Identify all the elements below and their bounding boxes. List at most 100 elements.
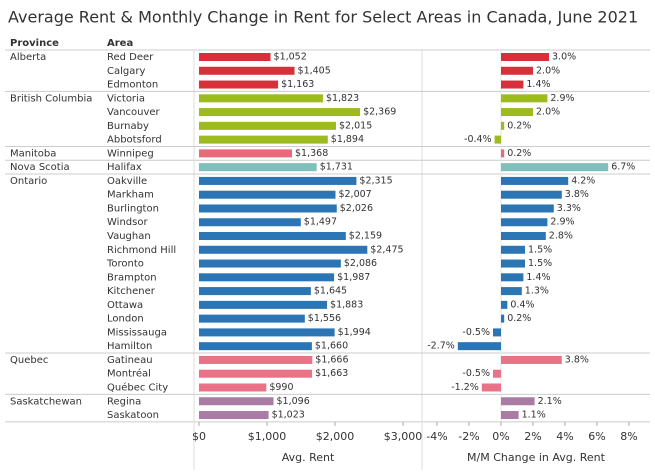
bar xyxy=(199,53,271,61)
value-label: $1,368 xyxy=(295,148,328,159)
bar xyxy=(199,328,335,337)
x-tick-label: 4% xyxy=(556,430,573,443)
bar xyxy=(501,94,548,103)
value-label: 2.9% xyxy=(550,93,574,104)
value-label: $990 xyxy=(269,382,293,393)
category-label: Calgary xyxy=(107,66,145,77)
bar xyxy=(199,355,313,364)
value-label: 0.2% xyxy=(507,148,531,159)
value-label: 2.9% xyxy=(550,217,574,228)
value-label: 0.2% xyxy=(507,120,531,131)
value-label: -0.4% xyxy=(464,134,492,145)
bar xyxy=(199,94,323,103)
bar xyxy=(199,397,274,406)
province-label: Saskatchewan xyxy=(10,396,82,407)
bar xyxy=(501,355,562,364)
bar xyxy=(501,259,525,268)
bar xyxy=(199,300,328,309)
x-tick-label: $2,000 xyxy=(316,430,355,443)
category-label: Burnaby xyxy=(107,121,149,132)
bar xyxy=(199,314,305,323)
bar xyxy=(199,218,301,227)
bar xyxy=(199,369,313,378)
value-label: -0.5% xyxy=(462,368,490,379)
x-tick-label: -4% xyxy=(426,430,447,443)
province-label: Quebec xyxy=(10,355,48,366)
x-tick-label: $3,000 xyxy=(384,430,423,443)
value-label: 0.2% xyxy=(507,313,531,324)
category-label: Gatineau xyxy=(107,355,153,366)
value-label: $1,883 xyxy=(330,299,363,310)
category-label: Regina xyxy=(107,396,141,407)
bar xyxy=(501,204,554,213)
category-label: Saskatoon xyxy=(107,410,159,421)
value-label: $1,663 xyxy=(315,368,348,379)
value-label: $2,015 xyxy=(339,120,372,131)
bar xyxy=(199,273,335,282)
value-label: $1,994 xyxy=(338,327,371,338)
bar xyxy=(501,273,524,282)
bar xyxy=(199,383,267,392)
category-label: Mississauga xyxy=(107,327,167,338)
value-label: 1.5% xyxy=(528,258,552,269)
bar xyxy=(501,108,533,117)
bar xyxy=(457,342,501,351)
bar xyxy=(199,245,368,254)
province-label: Manitoba xyxy=(10,148,56,159)
category-label: Markham xyxy=(107,190,154,201)
value-label: $2,315 xyxy=(359,175,392,186)
category-label: Victoria xyxy=(107,93,145,104)
value-label: 1.3% xyxy=(525,286,549,297)
value-label: $1,894 xyxy=(331,134,364,145)
bar xyxy=(501,66,533,75)
category-label: Abbotsford xyxy=(107,135,162,146)
bar xyxy=(501,218,548,227)
province-label: Ontario xyxy=(10,176,47,187)
value-label: -0.5% xyxy=(462,327,490,338)
category-label: Richmond Hill xyxy=(107,245,176,256)
value-label: 1.4% xyxy=(526,79,550,90)
value-label: -1.2% xyxy=(451,382,479,393)
category-label: Québec City xyxy=(107,381,168,393)
value-label: $2,026 xyxy=(340,203,373,214)
bar xyxy=(501,121,505,130)
bar xyxy=(501,190,562,199)
x-tick-label: 2% xyxy=(524,430,541,443)
bar xyxy=(501,232,546,241)
value-label: $2,086 xyxy=(344,258,377,269)
value-label: 2.8% xyxy=(549,231,573,242)
bar xyxy=(199,190,336,199)
value-label: $2,007 xyxy=(338,189,371,200)
bar xyxy=(199,80,279,89)
category-label: Oakville xyxy=(107,176,147,187)
category-label: Edmonton xyxy=(107,80,158,91)
value-label: 3.8% xyxy=(565,189,589,200)
bar xyxy=(501,314,505,323)
x-tick-label: $0 xyxy=(192,430,206,443)
value-label: $1,660 xyxy=(315,341,348,352)
value-label: $1,023 xyxy=(272,410,305,421)
x-tick-label: 0% xyxy=(492,430,509,443)
category-label: Brampton xyxy=(107,272,157,283)
province-label: Nova Scotia xyxy=(10,162,70,173)
category-label: Toronto xyxy=(106,259,144,270)
value-label: $1,405 xyxy=(298,65,331,76)
value-label: 3.3% xyxy=(557,203,581,214)
province-label: Alberta xyxy=(10,52,46,63)
category-label: Kitchener xyxy=(107,286,156,297)
value-label: 6.7% xyxy=(611,162,635,173)
category-label: Red Deer xyxy=(107,52,154,63)
bar xyxy=(501,397,535,406)
bar xyxy=(501,300,508,309)
value-label: -2.7% xyxy=(427,341,455,352)
value-label: $1,666 xyxy=(315,354,348,365)
bar xyxy=(501,149,505,158)
bar xyxy=(501,245,525,254)
bar xyxy=(199,121,337,130)
category-label: Halifax xyxy=(107,162,142,173)
axis-title: Avg. Rent xyxy=(282,451,335,464)
value-label: 1.5% xyxy=(528,244,552,255)
value-label: $1,052 xyxy=(274,52,307,63)
bar xyxy=(199,287,311,296)
